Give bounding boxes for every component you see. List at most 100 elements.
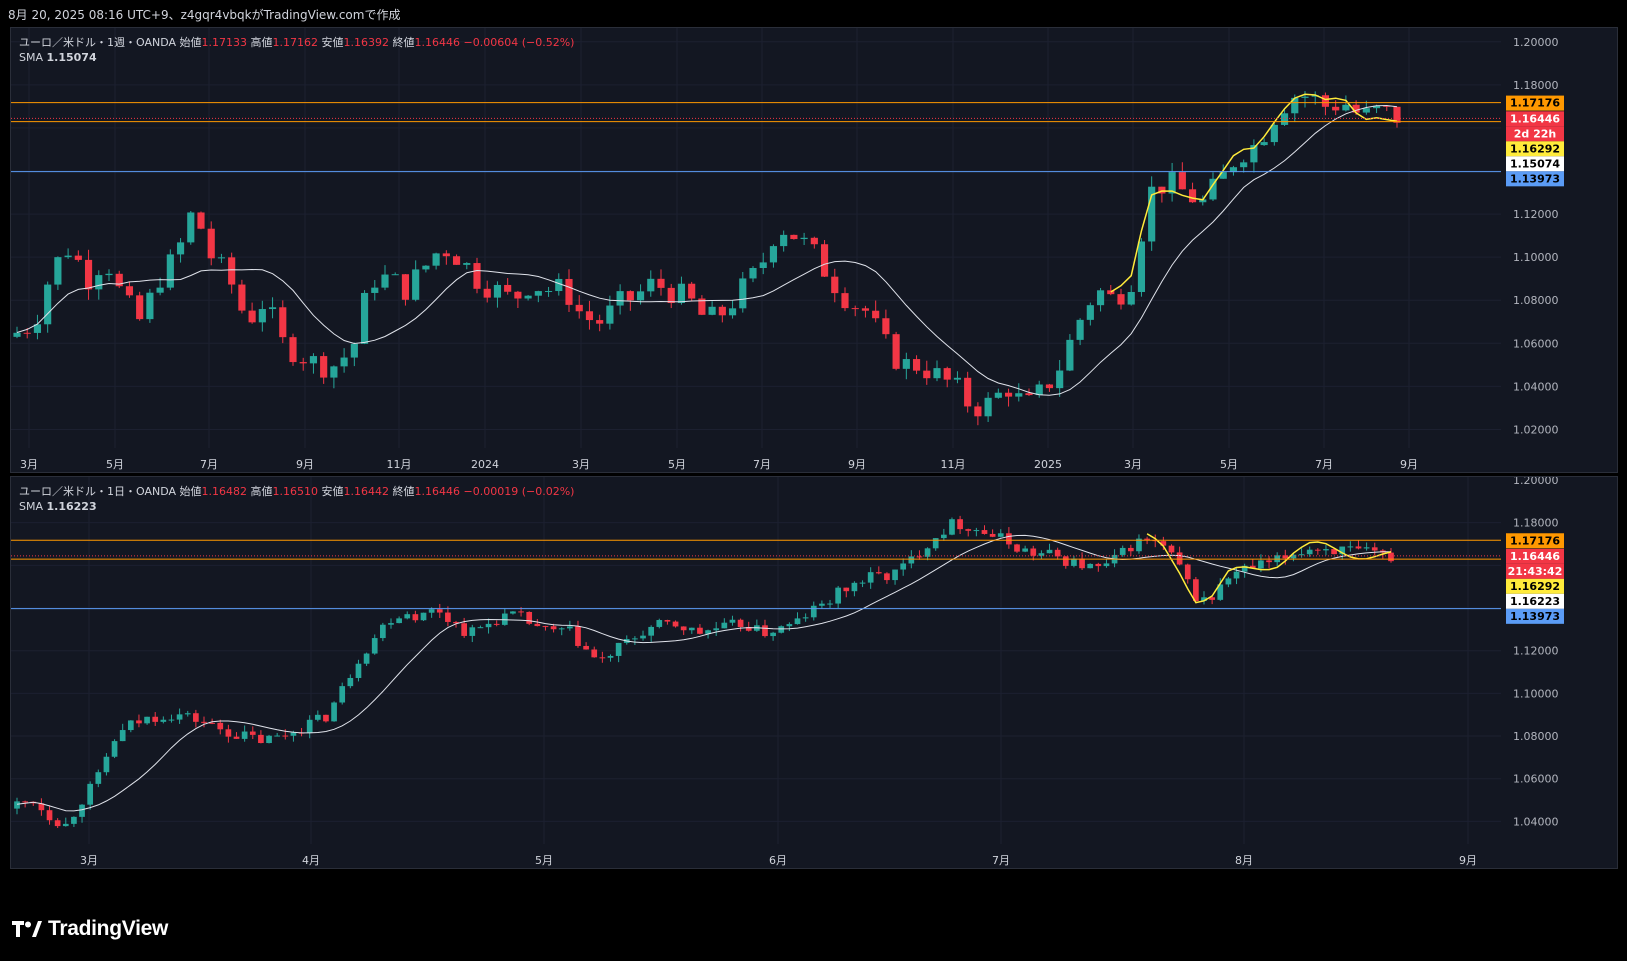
candle-body: [514, 291, 522, 299]
candle-body: [1127, 547, 1134, 552]
weekly-x-tick-label: 3月: [20, 458, 38, 471]
daily-chart-svg[interactable]: 1.20000 1.18000 1.12000 1.10000 1.08000 1.060…: [11, 477, 1617, 868]
daily-price-tag: [1506, 593, 1564, 609]
weekly-x-tick-label: 2024: [471, 458, 499, 471]
daily-sma-line[interactable]: [16, 534, 1391, 812]
tradingview-logo[interactable]: TradingView: [12, 917, 168, 941]
candle-body: [1119, 547, 1126, 555]
candle-body: [282, 735, 289, 737]
candle-body: [1199, 199, 1207, 203]
weekly-price-tag-text: 1.17176: [1510, 97, 1560, 110]
weekly-sma-legend[interactable]: SMA 1.15074: [19, 51, 97, 64]
candle-body: [859, 582, 866, 584]
candle-body: [485, 623, 492, 628]
candle-body: [708, 306, 716, 315]
weekly-chart-pane[interactable]: 1.20000 1.18000 1.12000 1.10000 1.08000 1.060…: [10, 27, 1618, 473]
candle-body: [258, 309, 266, 323]
candle-body: [268, 307, 277, 310]
daily-open-label: 始値: [179, 485, 202, 498]
candle-body: [144, 716, 150, 724]
weekly-x-tick-label: 9月: [1400, 458, 1418, 471]
candle-body: [841, 293, 849, 309]
candle-body: [1158, 186, 1166, 194]
daily-chart-pane[interactable]: 1.20000 1.18000 1.12000 1.10000 1.08000 1.060…: [10, 476, 1618, 869]
candle-body: [340, 357, 348, 367]
candle-body: [477, 627, 484, 629]
weekly-x-tick-label: 7月: [200, 458, 218, 471]
candle-body: [721, 622, 728, 629]
candle-body: [1266, 560, 1272, 563]
candle-body: [209, 722, 215, 724]
daily-price-axis[interactable]: 1.20000 1.18000 1.12000 1.10000 1.08000 1.060…: [1513, 477, 1559, 828]
daily-drawn-path[interactable]: [1146, 533, 1392, 604]
candle-body: [176, 242, 185, 255]
candle-body: [258, 734, 264, 744]
weekly-x-tick-label: 3月: [1124, 458, 1142, 471]
candle-body: [1030, 548, 1037, 556]
candle-body: [420, 612, 427, 621]
candle-body: [698, 298, 706, 315]
candle-body: [656, 620, 663, 627]
candle-body: [442, 253, 450, 257]
weekly-price-tag-text: 1.15074: [1510, 157, 1560, 170]
candle-body: [363, 653, 370, 664]
weekly-price-tag: [1506, 171, 1564, 187]
weekly-sma-line[interactable]: [16, 104, 1398, 396]
candle-body: [626, 291, 634, 301]
weekly-chart-svg[interactable]: 1.20000 1.18000 1.12000 1.10000 1.08000 1.060…: [11, 28, 1617, 472]
weekly-price-tag: [1506, 95, 1564, 111]
daily-price-tag: [1506, 578, 1564, 594]
candle-body: [22, 801, 28, 803]
candle-body: [965, 529, 972, 531]
candle-body: [510, 611, 516, 614]
weekly-change: −0.00604 (−0.52%): [463, 36, 575, 49]
candle-body: [1144, 538, 1150, 540]
candle-body: [381, 274, 389, 288]
candle-body: [994, 392, 1002, 398]
daily-symbol: ユーロ／米ドル・1日・OANDA: [19, 485, 177, 498]
chart-caption: 8月 20, 2025 08:16 UTC+9、z4gqr4vbqkがTradi…: [8, 8, 401, 22]
daily-y-tick-label: 1.20000: [1513, 477, 1559, 487]
candle-body: [279, 307, 287, 338]
weekly-close-value: 1.16446: [414, 36, 461, 49]
daily-price-tag: [1506, 608, 1564, 624]
daily-sma-legend[interactable]: SMA 1.16223: [19, 500, 97, 513]
weekly-price-axis[interactable]: 1.20000 1.18000 1.12000 1.10000 1.08000 1.060…: [1513, 36, 1559, 437]
weekly-x-tick-label: 11月: [941, 458, 966, 471]
candle-body: [201, 721, 207, 723]
candle-body: [973, 530, 980, 532]
candle-body: [981, 530, 988, 534]
candle-body: [1056, 370, 1064, 389]
candle-body: [1014, 544, 1020, 552]
candle-body: [762, 625, 768, 637]
daily-x-tick-label: 9月: [1459, 854, 1477, 867]
daily-time-axis[interactable]: 3月 4月 5月 6月 7月 8月 9月: [80, 854, 1477, 867]
candle-body: [932, 538, 939, 549]
weekly-drawn-path[interactable]: [1110, 93, 1398, 293]
candle-body: [892, 569, 898, 581]
candle-body: [672, 621, 679, 627]
weekly-x-tick-label: 5月: [668, 458, 686, 471]
candle-body: [228, 257, 236, 285]
candle-body: [810, 605, 817, 618]
daily-y-tick-label: 1.12000: [1513, 645, 1559, 658]
candle-body: [111, 741, 118, 757]
daily-change: −0.00019 (−0.02%): [463, 485, 575, 498]
candle-body: [74, 255, 82, 260]
weekly-time-axis[interactable]: 3月 5月 7月 9月 11月 2024 3月 5月 7月 9月 11月 2025 3月 5月 7月 9月: [20, 458, 1418, 471]
candle-body: [396, 618, 402, 624]
candle-body: [648, 626, 654, 636]
candle-body: [330, 366, 338, 378]
candle-body: [371, 287, 379, 293]
weekly-price-tags: 1.17176 1.16446 2d 22h 1.16292 1.15074 1.1397…: [1506, 95, 1564, 187]
candle-body: [1004, 392, 1013, 397]
weekly-high-value: 1.17162: [272, 36, 319, 49]
candle-body: [136, 720, 142, 724]
candle-body: [680, 626, 687, 631]
candle-body: [759, 262, 767, 269]
candle-body: [1168, 545, 1175, 553]
weekly-x-tick-label: 3月: [572, 458, 590, 471]
candle-body: [1086, 305, 1094, 320]
candle-body: [44, 284, 52, 325]
candle-body: [1355, 546, 1362, 549]
